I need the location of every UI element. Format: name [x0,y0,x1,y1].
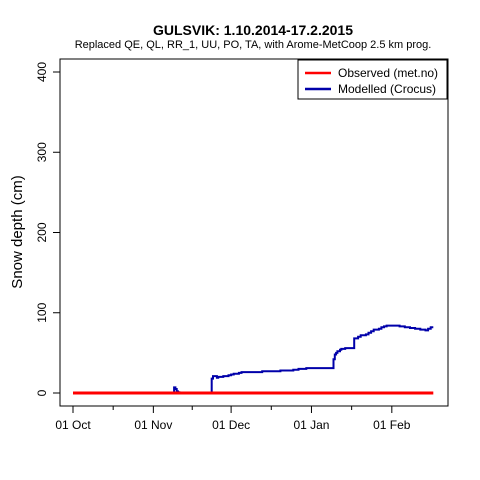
x-tick-label: 01 Jan [293,418,329,432]
x-tick-label: 01 Feb [373,418,411,432]
axes: 0 100 200 300 400 01 Oct 01 Nov 01 Dec 01 Jan 01 … [35,58,449,432]
plot-frame [59,58,449,407]
y-tick-label: 300 [35,142,49,162]
chart-title: GULSVIK: 1.10.2014-17.2.2015 [153,22,353,38]
legend-label-observed: Observed (met.no) [338,66,438,80]
series-modelled-line [73,324,434,394]
x-tick-label: 01 Nov [134,418,172,432]
chart-subtitle: Replaced QE, QL, RR_1, UU, PO, TA, with … [75,39,432,51]
series-lines [73,324,434,395]
y-tick-label: 0 [35,389,49,396]
legend-label-modelled: Modelled (Crocus) [338,82,436,96]
y-tick-label: 200 [35,222,49,242]
legend: Observed (met.no) Modelled (Crocus) [297,59,448,100]
y-axis-label: Snow depth (cm) [9,175,26,288]
legend-box [297,59,448,100]
y-tick-label: 100 [35,302,49,322]
x-tick-label: 01 Dec [212,418,250,432]
x-tick-label: 01 Oct [55,418,91,432]
y-tick-label: 400 [35,62,49,82]
